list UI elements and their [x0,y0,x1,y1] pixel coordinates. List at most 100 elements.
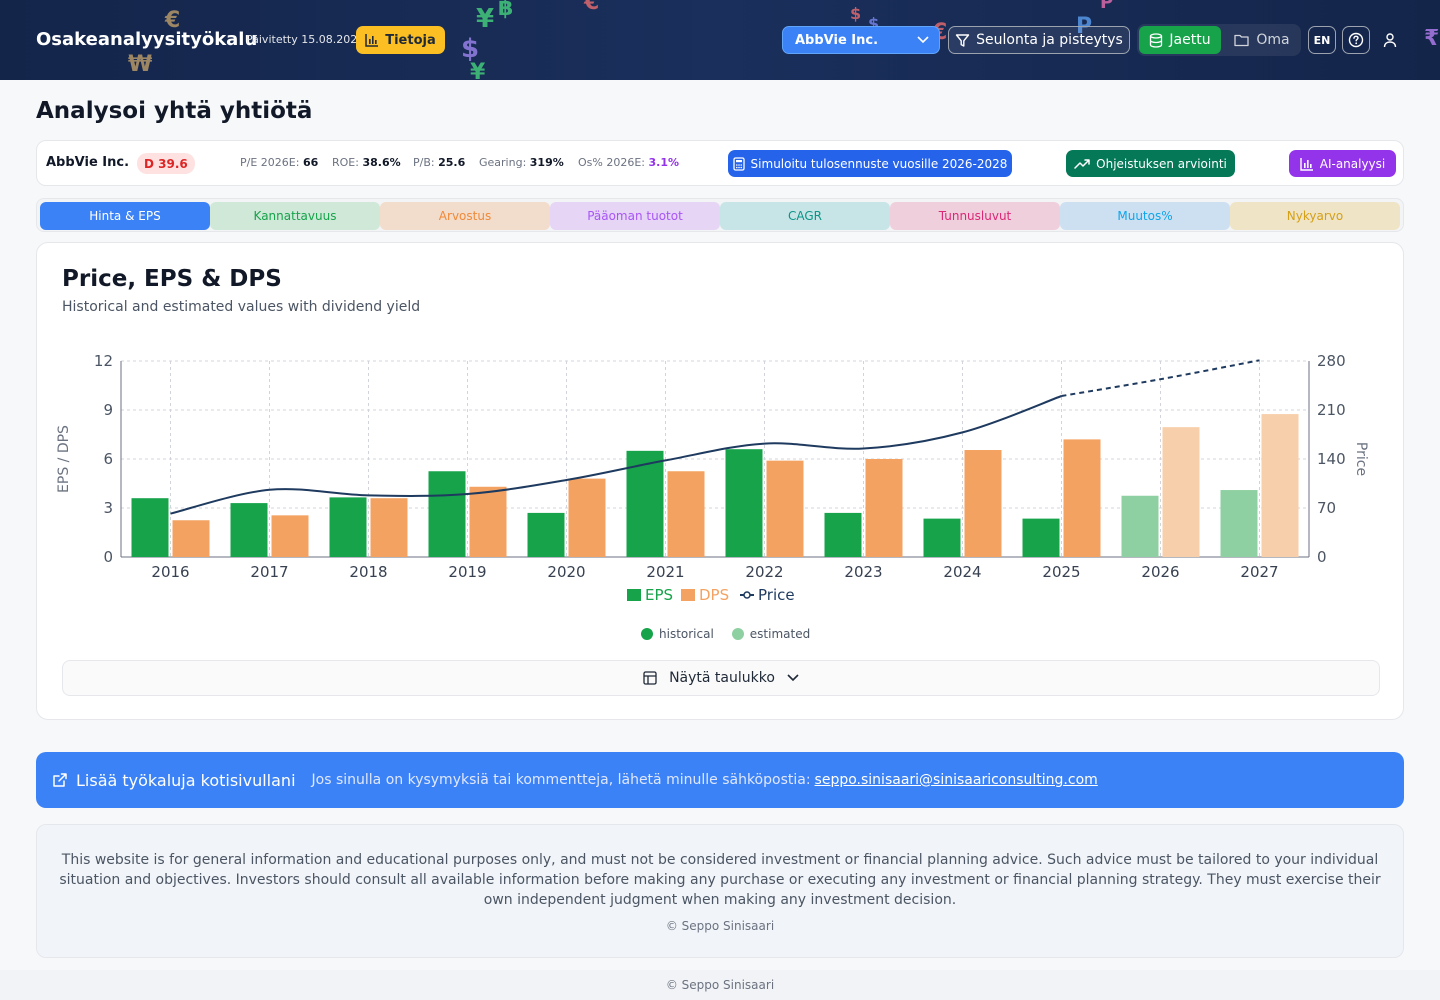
y-tick-label: 12 [94,352,113,370]
contact-email-link[interactable]: seppo.sinisaari@sinisaariconsulting.com [814,772,1098,788]
metric-pb: P/B: 25.6 [413,156,465,169]
info-button-label: Tietoja [385,32,436,48]
x-tick-label: 2024 [943,563,981,581]
dps-bar-2022 [766,460,804,557]
deco-currency-symbol: € [165,8,181,33]
user-button[interactable] [1378,30,1402,50]
deco-currency-symbol: ¥ [470,60,486,80]
dps-bar-2020 [568,478,606,557]
eps-bar-2020 [527,512,565,557]
tab-5[interactable]: Tunnusluvut [890,202,1060,230]
app-title: Osakeanalyysityökalu [36,29,258,50]
dps-bar-2021 [667,471,705,557]
page-footer: © Seppo Sinisaari [0,970,1440,1000]
trending-up-icon [1074,158,1090,169]
legend-dps-label: DPS [699,586,729,604]
deco-currency-symbol: ₹ [1424,26,1440,51]
metric-roe: ROE: 38.6% [332,156,401,169]
shared-toggle[interactable]: Jaettu [1139,26,1221,54]
metric-label: ROE: [332,156,359,169]
show-table-label: Näytä taulukko [669,670,775,686]
x-tick-label: 2019 [448,563,486,581]
dps-bar-2025 [1063,439,1101,557]
legend-historical: historical [641,627,714,641]
dps-bar-2023 [865,459,903,557]
user-icon [1383,33,1397,48]
tab-4[interactable]: CAGR [720,202,890,230]
y2-tick-label: 210 [1317,401,1346,419]
show-table-button[interactable]: Näytä taulukko [62,660,1380,696]
price-line-historical [170,395,1062,515]
y2-tick-label: 140 [1317,450,1346,468]
x-tick-label: 2026 [1141,563,1179,581]
tab-3[interactable]: Pääoman tuotot [550,202,720,230]
y-tick-label: 0 [103,548,113,566]
bar-chart-icon [365,34,379,47]
folder-icon [1234,34,1250,47]
tab-1[interactable]: Kannattavuus [210,202,380,230]
score-badge: D 39.6 [137,153,195,174]
eps-bar-2024 [923,518,961,557]
eps-bar-2021 [626,450,664,557]
chevron-down-icon [787,674,799,682]
historical-estimated-legend: historical estimated [641,627,810,641]
deco-currency-symbol: $ [850,4,862,23]
dps-bar-2017 [271,515,309,557]
calculator-icon [732,156,745,171]
price-line-estimated [1061,359,1260,397]
guidance-button-label: Ohjeistuksen arviointi [1096,156,1227,171]
tab-6[interactable]: Muutos% [1060,202,1230,230]
help-button[interactable] [1342,26,1370,54]
dps-bar-2024 [964,450,1002,557]
metric-dividend-yield: Os% 2026E: 3.1% [578,156,679,169]
price-eps-dps-chart: 0 3 6 9 12 0 70 140 210 280 2016 2017 2018 2019 2020 20… [57,352,1369,604]
language-button[interactable]: EN [1308,26,1336,54]
dps-bar-2019 [469,486,507,557]
legend-price-label: Price [758,586,795,604]
eps-bar-2027 [1220,490,1258,557]
deco-currency-symbol: ¥ [476,4,495,34]
simulate-forecast-button[interactable]: Simuloitu tulosennuste vuosille 2026-202… [728,150,1012,177]
data-source-toggle: Jaettu Oma [1137,24,1301,56]
deco-currency-symbol: $ [868,14,880,33]
metric-gearing: Gearing: 319% [479,156,564,169]
y-tick-label: 6 [103,450,113,468]
deco-currency-symbol: ฿ [498,0,514,21]
metric-label: Os% 2026E: [578,156,645,169]
summary-company-name: AbbVie Inc. [46,155,130,170]
legend-eps-swatch [627,589,641,601]
legend-historical-label: historical [659,627,714,641]
tab-2[interactable]: Arvostus [380,202,550,230]
guidance-button[interactable]: Ohjeistuksen arviointi [1066,150,1235,177]
shared-toggle-label: Jaettu [1169,32,1211,48]
ai-analysis-button[interactable]: AI-analyysi [1289,150,1396,177]
database-icon [1150,32,1163,48]
tab-7[interactable]: Nykyarvo [1230,202,1400,230]
tab-0[interactable]: Hinta & EPS [40,202,210,230]
legend-estimated: estimated [731,627,811,641]
x-tick-label: 2022 [745,563,783,581]
legend-estimated-label: estimated [749,627,811,641]
metric-label: Gearing: [479,156,527,169]
own-toggle[interactable]: Oma [1225,26,1299,54]
metric-value: 38.6% [362,156,401,169]
contact-text: Jos sinulla on kysymyksiä tai kommenttej… [311,772,811,788]
metric-value: 3.1% [648,156,680,169]
company-select-value: AbbVie Inc. [795,32,879,48]
screening-button-label: Seulonta ja pisteytys [976,32,1123,48]
more-tools-link[interactable]: Lisää työkaluja kotisivullani [76,770,296,790]
eps-bar-2022 [725,449,763,557]
card-title: Price, EPS & DPS [62,266,282,292]
screening-button[interactable]: Seulonta ja pisteytys [948,26,1130,54]
price-eps-dps-card: Price, EPS & DPS Historical and estimate… [36,242,1404,720]
x-tick-label: 2027 [1240,563,1278,581]
deco-currency-symbol: € [584,0,600,15]
disclaimer-box: This website is for general information … [36,824,1404,958]
y-tick-label: 3 [103,499,113,517]
dps-bar-2018 [370,498,408,557]
metric-label: P/E 2026E: [240,156,300,169]
eps-bar-2017 [230,503,268,557]
y2-tick-label: 0 [1317,548,1327,566]
company-select[interactable]: AbbVie Inc. [782,26,940,54]
info-button[interactable]: Tietoja [356,26,445,54]
